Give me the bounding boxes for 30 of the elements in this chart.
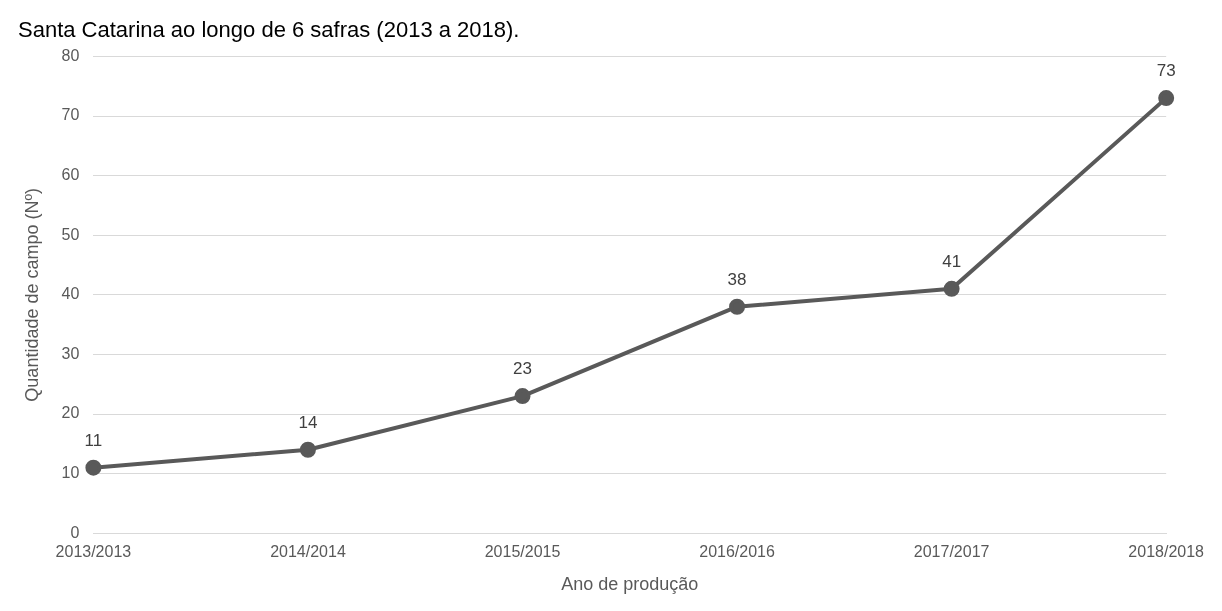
data-label: 23	[513, 359, 532, 379]
y-tick-label: 30	[61, 344, 80, 362]
data-label: 73	[1156, 61, 1176, 81]
y-tick-label: 70	[61, 106, 80, 124]
x-tick-label: 2014/2014	[270, 543, 346, 561]
y-tick-label: 20	[61, 404, 80, 422]
x-axis-title: Ano de produção	[561, 574, 699, 595]
y-tick-label: 80	[61, 46, 80, 64]
y-tick-label: 0	[70, 523, 80, 541]
data-label: 11	[84, 430, 103, 450]
point	[85, 459, 102, 476]
point	[729, 298, 746, 315]
x-tick-label: 2018/2018	[1128, 543, 1205, 561]
y-tick-label: 60	[61, 166, 80, 184]
chart-title: Santa Catarina ao longo de 6 safras (2013 a 2018).	[18, 17, 520, 43]
point	[514, 388, 531, 405]
point	[299, 441, 316, 458]
x-tick-label: 2017/2017	[913, 543, 990, 561]
y-axis-title: Quantidade de campo (Nº)	[21, 187, 42, 402]
x-tick-label: 2016/2016	[699, 543, 775, 561]
y-tick-label: 40	[61, 285, 80, 303]
y-tick-label: 50	[61, 225, 80, 243]
point	[943, 280, 960, 297]
x-tick-label: 2015/2015	[484, 543, 561, 561]
data-label: 41	[942, 252, 962, 272]
point	[1158, 90, 1175, 107]
y-tick-label: 10	[61, 464, 80, 482]
x-tick-label: 2013/2013	[55, 543, 132, 561]
data-label: 14	[298, 412, 318, 432]
data-label: 38	[727, 269, 747, 289]
